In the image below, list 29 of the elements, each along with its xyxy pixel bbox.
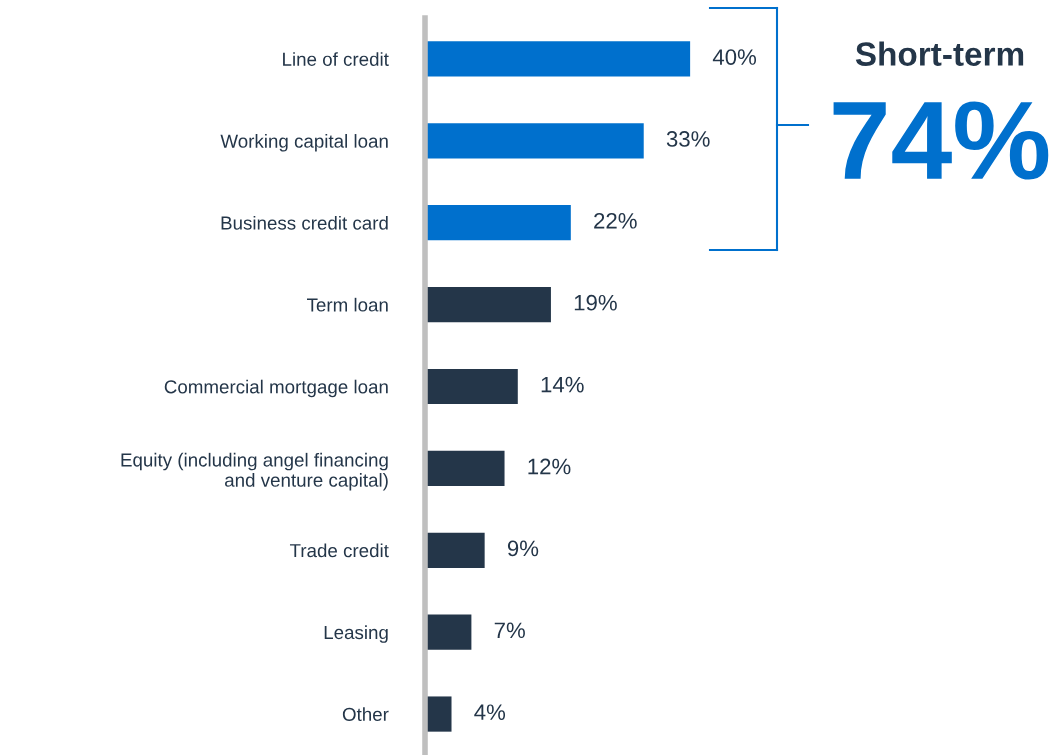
data-label: 7% xyxy=(494,622,525,639)
data-label: 14% xyxy=(541,376,584,393)
data-label: 33% xyxy=(666,131,710,147)
y-tick-label: Commercial mortgage loan xyxy=(164,379,388,398)
y-tick-label: Term loan xyxy=(307,297,388,312)
y-tick-label: Leasing xyxy=(324,625,388,643)
bar xyxy=(425,205,571,241)
y-tick-label: Trade credit xyxy=(289,543,389,558)
data-label: 19% xyxy=(574,294,617,311)
y-tick-label: Business credit card xyxy=(221,215,388,230)
data-label: 9% xyxy=(507,540,539,557)
bar xyxy=(425,41,691,77)
y-tick-label: Other xyxy=(342,707,389,722)
bar xyxy=(425,368,518,405)
y-tick-label: Working capital loan xyxy=(220,134,388,152)
text: 74% xyxy=(833,101,1049,180)
bar xyxy=(425,614,472,650)
data-label: 4% xyxy=(474,704,506,720)
bar xyxy=(425,123,644,159)
data-label: 12% xyxy=(528,458,571,475)
data-label: 40% xyxy=(712,49,757,65)
bar xyxy=(425,532,485,568)
bar xyxy=(425,450,505,486)
y-tick-label: Equity (including angel financing and venture capital) xyxy=(121,452,388,491)
bar xyxy=(425,696,452,732)
text: Short-term xyxy=(855,41,1024,66)
y-tick-label: Line of credit xyxy=(283,52,389,66)
data-label: 22% xyxy=(594,212,637,229)
bar xyxy=(425,287,551,323)
